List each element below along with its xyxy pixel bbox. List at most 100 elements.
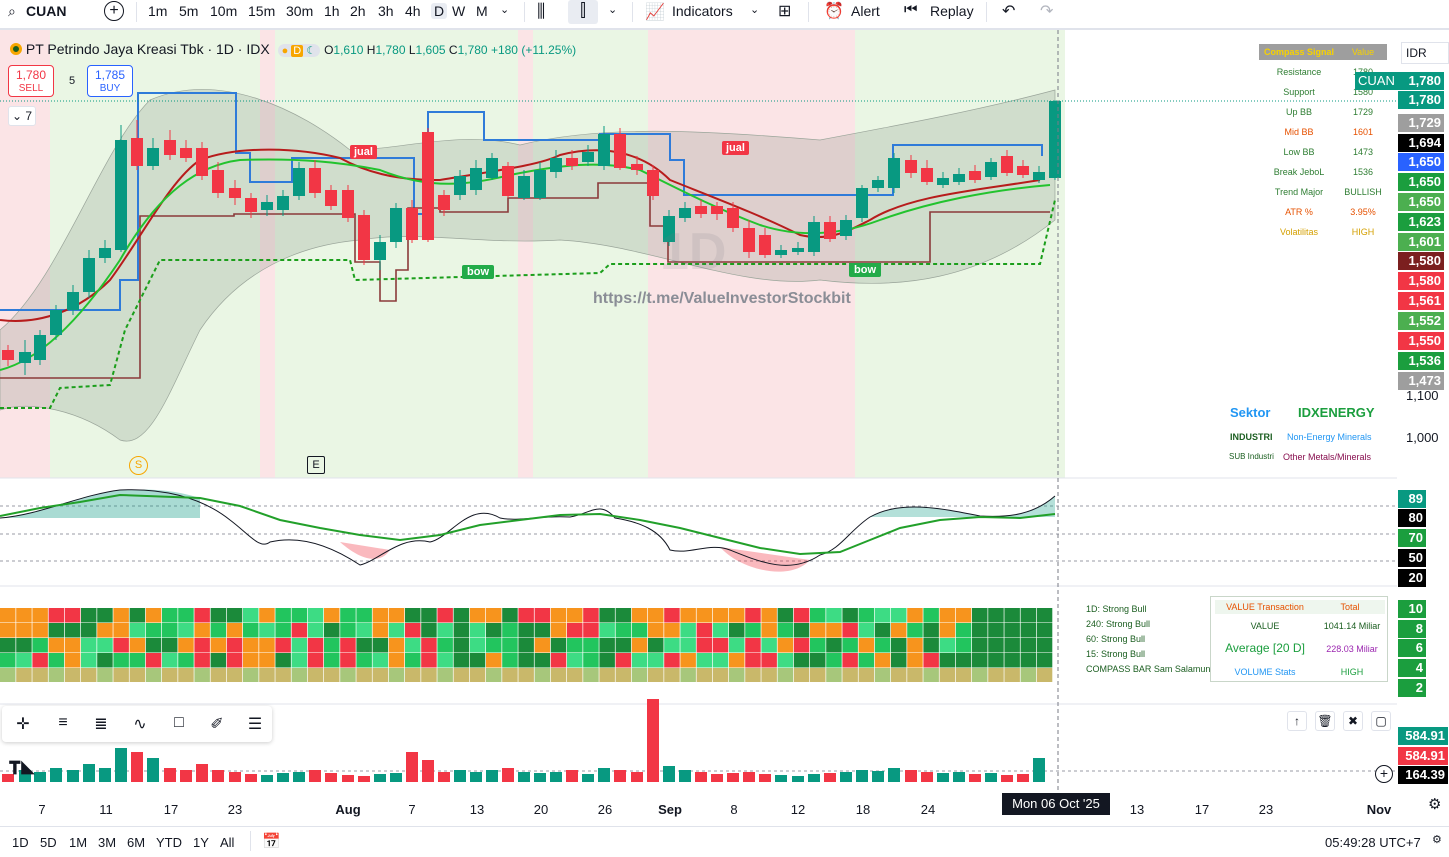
compass-cell: [826, 608, 842, 623]
compass-cell: [793, 668, 810, 682]
templates-icon[interactable]: ⊞: [778, 3, 792, 20]
buy-button[interactable]: 1,785 BUY: [87, 65, 133, 97]
interval-10m[interactable]: 10m: [210, 3, 238, 19]
compass-cell: [1020, 653, 1037, 668]
alert-icon[interactable]: ⏰: [824, 3, 844, 20]
compass-cell: [631, 608, 648, 623]
compare-add-icon[interactable]: +: [104, 1, 124, 21]
symbol-legend[interactable]: PT Petrindo Jaya Kreasi Tbk · 1D · IDX ●…: [10, 41, 576, 57]
interval-1h[interactable]: 1h: [324, 3, 340, 19]
compass-cell: [518, 638, 534, 653]
chart-canvas[interactable]: [0, 30, 1397, 795]
clock-time[interactable]: 05:49:28 UTC+7: [1325, 835, 1421, 850]
compass-cell: [502, 623, 518, 638]
range-5D[interactable]: 5D: [40, 835, 57, 850]
redo-icon[interactable]: ↷: [1040, 3, 1054, 20]
trendline-tool-icon[interactable]: ≡: [58, 714, 68, 731]
signal-band: [648, 30, 855, 478]
pane-up-button[interactable]: ↑: [1287, 711, 1307, 731]
compass-cell: [891, 623, 907, 638]
sell-button[interactable]: 1,780 SELL: [8, 65, 54, 97]
replay-button[interactable]: Replay: [930, 3, 974, 19]
interval-1m[interactable]: 1m: [148, 3, 168, 19]
range-YTD[interactable]: YTD: [156, 835, 182, 850]
interval-W[interactable]: W: [452, 3, 466, 19]
chart-type-dropdown-icon[interactable]: ⌄: [608, 4, 618, 16]
compass-cell: [259, 668, 275, 682]
compass-cell: [583, 653, 599, 668]
volume-bar: [775, 775, 787, 782]
search-icon[interactable]: ⌕: [8, 3, 16, 19]
interval-D[interactable]: D: [431, 3, 448, 19]
compass-cell: [631, 623, 648, 638]
earnings-event-icon[interactable]: E: [307, 456, 325, 474]
interval-5m[interactable]: 5m: [179, 3, 199, 19]
add-pane-icon[interactable]: +: [1375, 765, 1393, 783]
replay-icon[interactable]: ⏮: [904, 1, 918, 18]
symbol-search-button[interactable]: CUAN: [26, 3, 67, 19]
market-status-badges[interactable]: ● D ☾: [277, 44, 321, 57]
compass-row-value: BULLISH: [1344, 187, 1382, 197]
brush-tool-icon[interactable]: ✐: [210, 716, 224, 733]
compass-bar-label: COMPASS BAR Sam Salamun: [1086, 664, 1211, 674]
compass-cell: [810, 623, 826, 638]
date-range-icon[interactable]: 📅: [262, 833, 281, 850]
interval-30m[interactable]: 30m: [286, 3, 314, 19]
shape-tool-icon[interactable]: □: [174, 714, 184, 731]
compass-cell: [955, 668, 972, 682]
compass-cell: [615, 623, 632, 638]
undo-icon[interactable]: ↶: [1002, 3, 1016, 20]
compass-cell: [405, 653, 421, 668]
compass-cell: [907, 638, 923, 653]
compass-row-key: Trend Major: [1274, 187, 1324, 197]
candles-icon[interactable]: ⫿: [568, 0, 598, 24]
compass-cell: [129, 653, 146, 668]
currency-label[interactable]: IDR: [1401, 42, 1449, 64]
interval-15m[interactable]: 15m: [248, 3, 276, 19]
jual-marker: jual: [350, 145, 377, 159]
compass-cell: [372, 638, 389, 653]
volume-bar: [695, 772, 707, 782]
range-3M[interactable]: 3M: [98, 835, 117, 850]
alert-button[interactable]: Alert: [851, 3, 880, 19]
compass-cell: [421, 638, 437, 653]
range-1M[interactable]: 1M: [69, 835, 88, 850]
range-1D[interactable]: 1D: [12, 835, 29, 850]
compass-cell: [599, 623, 615, 638]
interval-M[interactable]: M: [476, 3, 488, 19]
time-axis[interactable]: [0, 795, 1449, 819]
compass-cell: [826, 623, 842, 638]
bar-style-icon[interactable]: ⫼: [537, 1, 546, 21]
settings-gear-icon[interactable]: ⚙: [1428, 796, 1442, 813]
compass-bar-label: 15: Strong Bull: [1086, 649, 1146, 659]
compass-cell: [340, 623, 356, 638]
compass-row: Break JeboL 1536: [1259, 162, 1387, 182]
range-All[interactable]: All: [220, 835, 235, 850]
value-table-header: VALUE Transaction: [1215, 600, 1315, 614]
range-6M[interactable]: 6M: [127, 835, 146, 850]
compass-cell: [291, 623, 308, 638]
indicators-icon[interactable]: 📈: [645, 4, 665, 21]
more-tools-icon[interactable]: ☰: [247, 716, 263, 733]
settings-icon[interactable]: ⚙: [1432, 834, 1442, 846]
volume-bar: [1017, 774, 1029, 782]
indicator-collapse-button[interactable]: ⌄ 7: [8, 106, 36, 126]
fib-tool-icon[interactable]: ≣: [94, 716, 108, 733]
compass-cell: [648, 623, 664, 638]
pane-collapse-button[interactable]: ✖: [1343, 711, 1363, 731]
indicators-dropdown-icon[interactable]: ⌄: [750, 4, 760, 16]
interval-dropdown-icon[interactable]: ⌄: [500, 4, 510, 16]
interval-3h[interactable]: 3h: [378, 3, 394, 19]
pattern-tool-icon[interactable]: ∿: [133, 716, 147, 733]
interval-2h[interactable]: 2h: [350, 3, 366, 19]
pane-delete-icon[interactable]: 🗑: [1315, 711, 1335, 731]
volume-bar: [277, 773, 289, 782]
compass-cell: [178, 623, 194, 638]
interval-4h[interactable]: 4h: [405, 3, 421, 19]
crosshair-tool-icon[interactable]: ✛: [16, 716, 30, 733]
compass-cell: [842, 608, 858, 623]
indicators-button[interactable]: Indicators: [672, 3, 733, 19]
pane-maximize-button[interactable]: ▢: [1371, 711, 1391, 731]
range-1Y[interactable]: 1Y: [193, 835, 209, 850]
split-event-icon[interactable]: S: [129, 456, 148, 475]
